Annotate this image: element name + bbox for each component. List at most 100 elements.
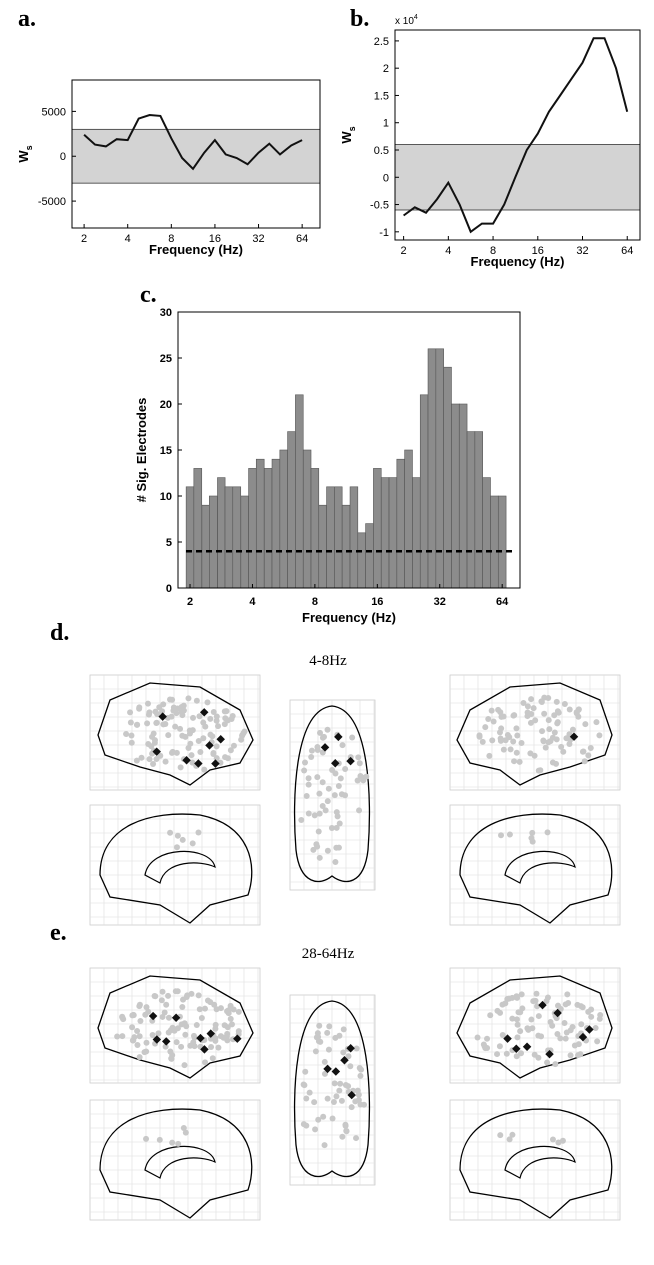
electrode	[146, 756, 153, 763]
electrode	[154, 711, 161, 718]
panel-label: a.	[18, 6, 36, 32]
electrode	[560, 748, 567, 755]
electrode	[331, 1080, 338, 1087]
y-tick-label: 5	[166, 537, 172, 549]
panel-title: 28-64Hz	[302, 946, 355, 962]
electrode	[336, 1087, 343, 1094]
electrode	[119, 1033, 126, 1040]
electrode	[517, 1028, 524, 1035]
electrode	[144, 720, 151, 727]
bar	[404, 449, 413, 589]
bar	[287, 431, 296, 589]
bar	[193, 468, 203, 589]
electrode	[230, 1006, 237, 1013]
electrode	[330, 1099, 337, 1106]
electrode	[217, 1033, 224, 1040]
electrode	[167, 829, 174, 836]
y-axis-label: Ws	[339, 126, 357, 143]
electrode	[195, 829, 202, 836]
electrode	[554, 1030, 561, 1037]
electrode	[553, 736, 560, 743]
electrode	[515, 1009, 522, 1016]
electrode	[557, 1035, 564, 1042]
electrode	[551, 712, 558, 719]
electrode	[170, 707, 177, 714]
electrode	[179, 1003, 186, 1010]
electrode	[180, 996, 187, 1003]
electrode	[325, 785, 332, 792]
electrode	[312, 1126, 319, 1133]
electrode	[144, 700, 151, 707]
bar	[209, 495, 218, 589]
electrode-sig	[585, 1025, 594, 1034]
electrode-sig	[522, 1042, 532, 1051]
electrode	[131, 1034, 138, 1041]
y-tick-label: 5000	[42, 106, 66, 118]
panel-label: e.	[50, 920, 67, 946]
electrode	[524, 703, 531, 710]
electrode	[123, 731, 130, 738]
electrode	[340, 1049, 347, 1056]
electrode	[148, 743, 155, 750]
x-tick-label: 64	[496, 596, 509, 608]
electrode	[357, 772, 364, 779]
electrode	[332, 858, 339, 865]
electrode	[184, 992, 191, 999]
electrode	[137, 1018, 144, 1025]
electrode	[331, 792, 338, 799]
electrode	[209, 733, 216, 740]
electrode	[500, 746, 507, 753]
electrode-sig	[331, 759, 340, 768]
electrode	[305, 810, 312, 817]
electrode	[207, 715, 214, 722]
y-axis-label-sub: s	[24, 145, 34, 150]
electrode	[528, 710, 535, 717]
electrode	[337, 1080, 344, 1087]
bar	[248, 468, 257, 589]
panel-label: d.	[50, 620, 69, 646]
electrode	[195, 738, 202, 745]
y-tick-label: 2	[383, 63, 389, 75]
electrode	[235, 1008, 242, 1015]
electrode	[202, 1059, 209, 1066]
electrode	[484, 1035, 491, 1042]
electrode	[511, 758, 518, 765]
electrode	[230, 742, 237, 749]
electrode	[305, 781, 312, 788]
x-tick-label: 32	[434, 596, 446, 608]
electrode	[541, 710, 548, 717]
electrode	[238, 736, 245, 743]
electrode	[332, 1034, 339, 1041]
electrode	[319, 749, 326, 756]
electrode	[321, 1142, 328, 1149]
electrode	[150, 760, 157, 767]
electrode-sig	[346, 756, 355, 766]
grid-frame	[449, 674, 621, 791]
electrode	[479, 738, 486, 745]
threshold-band	[71, 128, 321, 184]
electrode	[513, 749, 520, 756]
electrode	[596, 732, 603, 739]
electrode	[513, 993, 520, 1000]
electrode	[496, 729, 503, 736]
electrode	[298, 817, 305, 824]
electrode	[594, 1038, 601, 1045]
electrode	[213, 743, 220, 750]
electrode	[549, 1136, 556, 1143]
electrode	[143, 1004, 150, 1011]
electrode	[549, 1022, 556, 1029]
electrode	[204, 699, 211, 706]
electrode	[229, 712, 236, 719]
electrode	[185, 695, 192, 702]
electrode	[182, 1129, 189, 1136]
electrode	[169, 1139, 176, 1146]
electrode	[201, 1005, 208, 1012]
electrode	[513, 1053, 520, 1060]
electrode	[562, 1001, 569, 1008]
y-tick-label: -5000	[38, 196, 66, 208]
electrode	[484, 1045, 491, 1052]
x-tick-label: 2	[81, 233, 87, 245]
electrode	[172, 988, 179, 995]
bar	[443, 366, 452, 589]
brain-outline	[456, 682, 613, 786]
